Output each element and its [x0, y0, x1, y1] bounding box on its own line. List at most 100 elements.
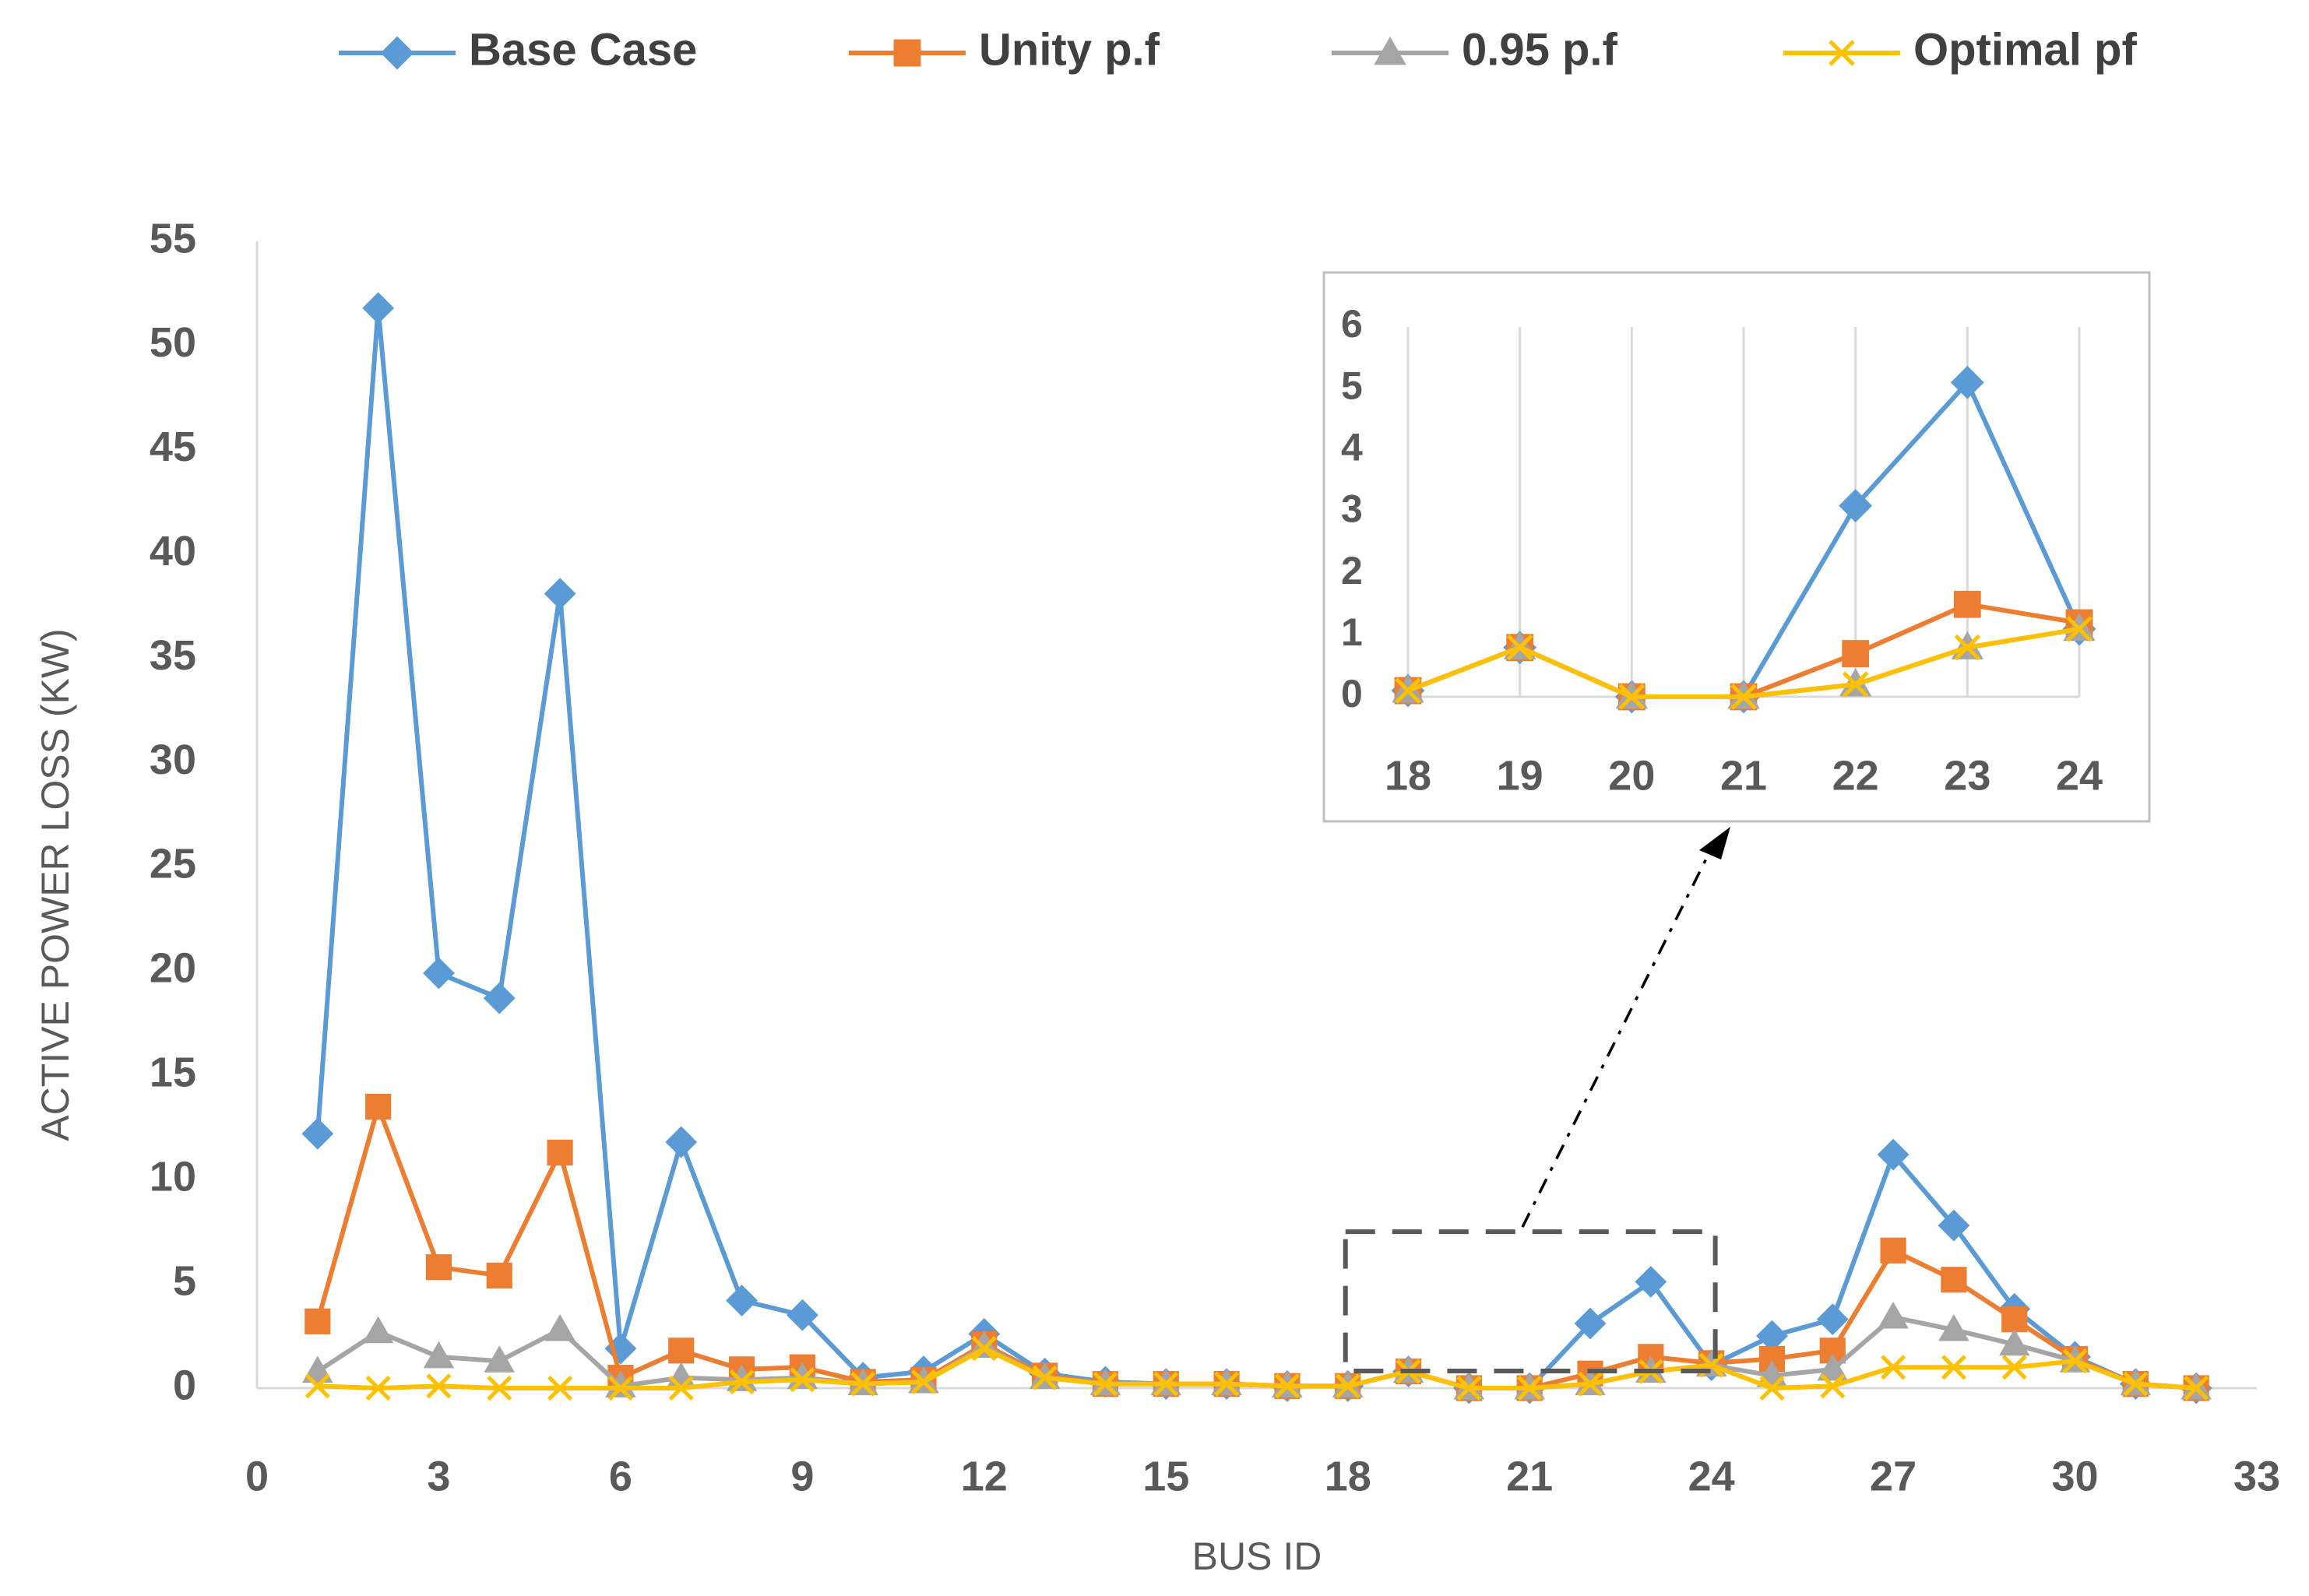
series-unity-p-f — [304, 1093, 2209, 1401]
data-point — [547, 1139, 573, 1165]
data-point — [1880, 1237, 1906, 1264]
data-point — [1877, 1138, 1910, 1171]
y-tick-label: 25 — [150, 841, 196, 888]
x-tick-label: 12 — [961, 1453, 1008, 1499]
inset-y-tick-label: 2 — [1341, 549, 1363, 592]
y-tick-label: 50 — [150, 319, 196, 366]
data-point — [487, 1375, 512, 1401]
inset-x-tick-label: 23 — [1944, 752, 1990, 799]
data-point — [1878, 1301, 1909, 1329]
y-tick-label: 40 — [150, 528, 196, 575]
legend-label: Optimal pf — [1913, 24, 2137, 75]
legend-item-unity-p-f: Unity p.f — [849, 24, 1160, 75]
y-tick-label: 15 — [150, 1049, 196, 1096]
data-point — [1214, 1371, 1240, 1397]
data-point — [302, 1355, 333, 1383]
x-tick-label: 21 — [1506, 1453, 1553, 1499]
data-point — [544, 1313, 575, 1341]
legend-item-0-95-p-f: 0.95 p.f — [1332, 24, 1618, 75]
data-point — [1820, 1373, 1846, 1399]
y-tick-label: 10 — [150, 1153, 196, 1200]
data-point — [423, 1341, 455, 1369]
data-point — [1456, 1375, 1482, 1401]
data-point — [423, 957, 455, 990]
y-tick-label: 0 — [173, 1362, 196, 1408]
inset-y-tick-label: 3 — [1341, 487, 1363, 531]
data-point — [426, 1373, 452, 1399]
x-tick-label: 15 — [1142, 1453, 1189, 1499]
series-line — [317, 1346, 2197, 1390]
x-tick-label: 33 — [2233, 1453, 2280, 1499]
data-point — [786, 1299, 818, 1331]
y-axis-title: ACTIVE POWER LOSS (KW) — [33, 628, 77, 1141]
y-tick-label: 20 — [150, 945, 196, 992]
x-tick-label: 24 — [1688, 1453, 1735, 1499]
x-tick-label: 30 — [2052, 1453, 2099, 1499]
data-point — [1577, 1371, 1603, 1397]
data-point — [668, 1338, 695, 1364]
data-point — [1574, 1307, 1607, 1340]
data-point — [484, 1345, 516, 1373]
legend-marker — [893, 39, 921, 67]
inset-data-point — [1506, 634, 1533, 661]
data-point — [365, 1093, 392, 1120]
zoom-arrow-line — [1521, 852, 1711, 1228]
x-tick-label: 27 — [1870, 1453, 1917, 1499]
y-tick-label: 30 — [150, 736, 196, 783]
inset-x-tick-label: 19 — [1497, 752, 1543, 799]
inset-series-optimal-pf — [1395, 616, 2093, 710]
series-line — [315, 1104, 2197, 1390]
data-point — [486, 1262, 512, 1288]
inset-data-point — [1842, 671, 1869, 698]
legend-label: Base Case — [469, 24, 697, 75]
data-point — [729, 1369, 755, 1394]
x-axis-title: BUS ID — [1192, 1534, 1322, 1578]
inset-data-point — [1839, 489, 1873, 522]
data-point — [910, 1369, 937, 1394]
inset-data-point — [1950, 365, 1984, 399]
y-tick-label: 5 — [173, 1257, 196, 1304]
inset-x-tick-label: 24 — [2056, 752, 2103, 799]
data-point — [304, 1308, 331, 1334]
data-point — [971, 1336, 997, 1362]
data-point — [544, 578, 576, 610]
data-point — [1335, 1373, 1360, 1399]
x-tick-label: 18 — [1325, 1453, 1371, 1499]
zoom-region — [1343, 827, 1730, 1373]
data-point — [726, 1285, 758, 1317]
inset-data-point — [1730, 684, 1757, 710]
y-tick-label: 35 — [150, 632, 196, 679]
inset-x-tick-label: 22 — [1832, 752, 1879, 799]
data-point — [1817, 1353, 1849, 1381]
data-point — [425, 1254, 452, 1281]
data-point — [2184, 1375, 2209, 1401]
main-plot: 0 3 6 9 12 15 18 21 24 27 30 3305101520253035404550… — [33, 215, 2280, 1578]
data-point — [1758, 1345, 1786, 1373]
inset-data-point — [1954, 634, 1981, 661]
x-tick-label: 0 — [245, 1453, 269, 1499]
data-point — [2123, 1371, 2149, 1397]
data-point — [304, 1373, 330, 1399]
inset-y-tick-label: 6 — [1341, 302, 1363, 346]
y-tick-label: 45 — [150, 424, 196, 470]
data-point — [362, 292, 395, 325]
legend-item-optimal-pf: Optimal pf — [1783, 24, 2137, 75]
series-optimal-pf — [304, 1336, 2209, 1401]
data-point — [668, 1375, 694, 1401]
data-point — [2062, 1348, 2088, 1374]
y-tick-label: 55 — [150, 215, 196, 262]
data-point — [1816, 1303, 1849, 1336]
legend: Base Case Unity p.f 0.95 p.f Optimal pf — [339, 24, 2137, 75]
legend-label: 0.95 p.f — [1462, 24, 1618, 75]
inset-frame — [1322, 271, 2151, 823]
inset-y-tick-label: 5 — [1341, 364, 1363, 407]
series-line — [316, 1314, 2197, 1390]
legend-marker — [380, 36, 414, 70]
inset-y-tick-label: 1 — [1341, 610, 1363, 654]
legend-marker — [1829, 40, 1855, 66]
data-point — [483, 982, 516, 1014]
data-point — [1759, 1375, 1785, 1401]
data-point — [790, 1367, 815, 1393]
data-point — [1941, 1267, 1967, 1293]
